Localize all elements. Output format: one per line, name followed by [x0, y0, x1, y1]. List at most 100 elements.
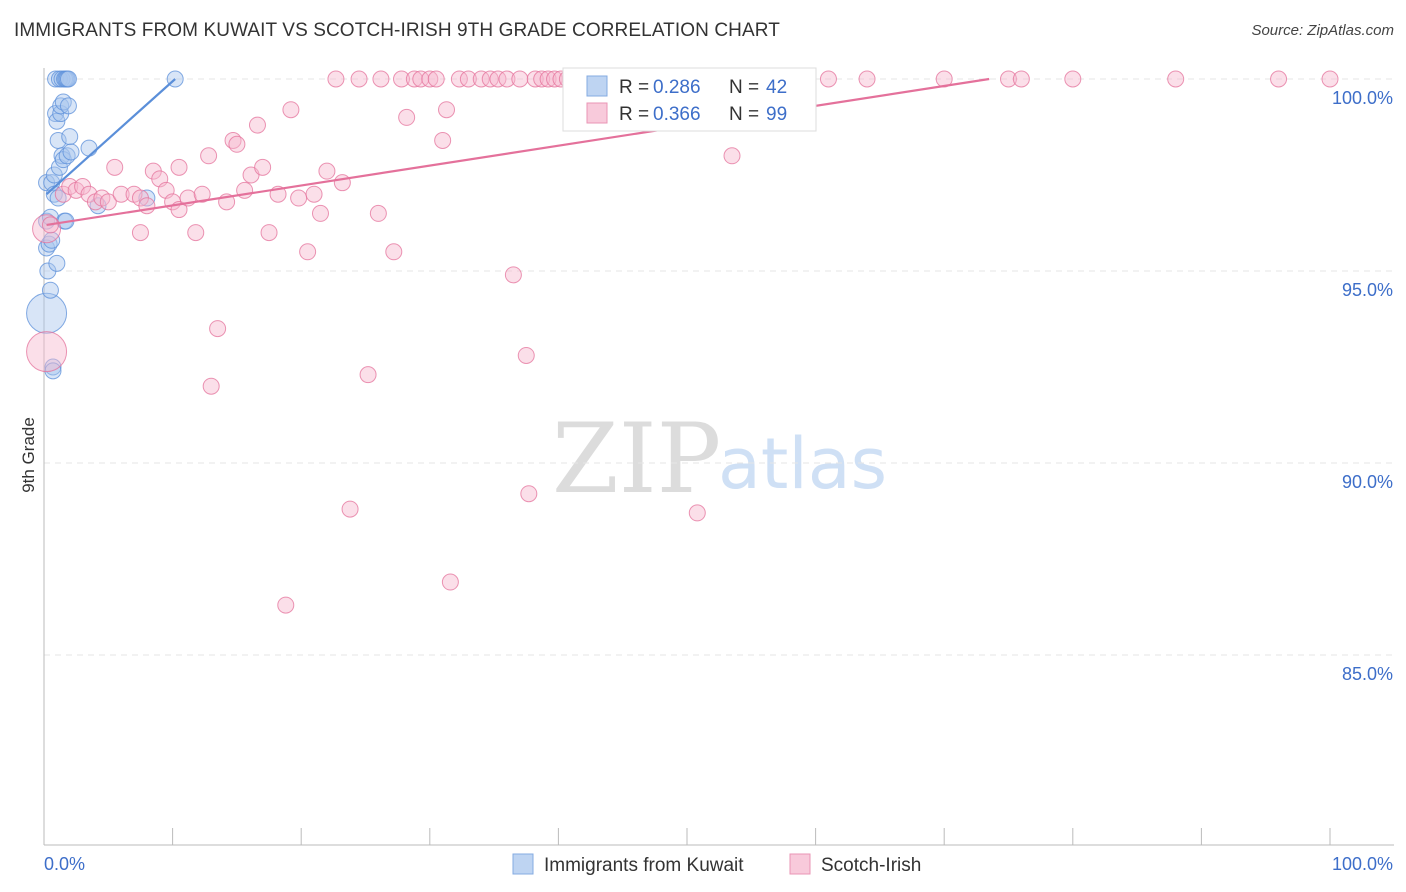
- series-1-point-85: [688, 504, 706, 522]
- legend-r-value-scotch-irish: 0.366: [653, 104, 701, 125]
- series-1-point-93: [1012, 70, 1030, 88]
- series-legend-swatch-scotch-irish: [789, 853, 811, 875]
- y-tick-labels: 100.0% 95.0% 90.0% 85.0%: [1332, 88, 1393, 684]
- legend-n-value-kuwait: 42: [766, 77, 787, 98]
- series-1-point-51: [369, 204, 387, 222]
- series-0-trend-line: [45, 78, 176, 196]
- series-1-point-57: [421, 70, 439, 88]
- series-1-point-66: [489, 70, 507, 88]
- data-points: [26, 70, 1339, 614]
- legend-r-label-kuwait: R =: [619, 77, 654, 98]
- series-1-point-64: [472, 70, 490, 88]
- series-0-point-0: [26, 292, 68, 334]
- series-1-point-34: [248, 116, 266, 134]
- series-0-point-9: [43, 231, 61, 249]
- legend-n-label-scotch-irish: N =: [729, 104, 764, 125]
- y-tick-label-2: 90.0%: [1342, 472, 1393, 492]
- series-1-point-26: [200, 147, 218, 165]
- watermark-zip: ZIP: [552, 403, 721, 515]
- series-1-point-48: [350, 70, 368, 88]
- series-1-point-72: [526, 70, 544, 88]
- series-1-point-60: [438, 101, 456, 119]
- series-legend-swatch-kuwait: [512, 853, 534, 875]
- series-legend-label-kuwait: Immigrants from Kuwait: [544, 855, 744, 876]
- series-1-point-95: [1167, 70, 1185, 88]
- series-1-point-40: [290, 189, 308, 207]
- series-1-point-58: [427, 70, 445, 88]
- series-1-point-68: [504, 266, 522, 284]
- series-0-point-10: [44, 358, 62, 376]
- series-1-point-59: [434, 131, 452, 149]
- watermark-atlas: atlas: [718, 423, 887, 505]
- series-1-points: [26, 70, 1339, 614]
- y-axis-label: 9th Grade: [19, 417, 38, 493]
- series-1-point-71: [520, 485, 538, 503]
- series-1-point-41: [299, 243, 317, 261]
- series-1-point-25: [193, 185, 211, 203]
- series-1-point-47: [341, 500, 359, 518]
- series-1-point-56: [412, 70, 430, 88]
- series-1-point-38: [277, 596, 295, 614]
- x-tick-label-0: 0.0%: [44, 854, 85, 874]
- series-1-point-96: [1270, 70, 1288, 88]
- trend-lines: [45, 77, 990, 227]
- series-1-point-92: [1000, 70, 1017, 88]
- series-1-point-1: [32, 214, 62, 244]
- series-1-trend-line: [46, 77, 990, 227]
- series-0-point-34: [59, 70, 77, 88]
- series-1-point-10: [99, 193, 117, 211]
- y-tick-label-1: 95.0%: [1342, 280, 1393, 300]
- legend-r-label-scotch-irish: R =: [619, 104, 654, 125]
- series-1-point-61: [441, 573, 459, 591]
- series-1-point-67: [498, 70, 516, 88]
- legend-n-value-scotch-irish: 99: [766, 104, 787, 125]
- series-0-point-37: [62, 143, 80, 161]
- series-1-point-49: [359, 366, 377, 384]
- series-1-point-53: [393, 70, 411, 88]
- series-1-point-45: [327, 70, 345, 88]
- series-0-point-35: [59, 97, 77, 115]
- series-0-point-6: [41, 281, 59, 299]
- series-1-point-90: [858, 70, 876, 88]
- x-tick-label-1: 100.0%: [1332, 854, 1393, 874]
- series-legend-label-scotch-irish: Scotch-Irish: [821, 855, 921, 876]
- series-1-point-44: [318, 162, 336, 180]
- series-1-point-15: [131, 224, 149, 242]
- series-1-point-43: [311, 204, 329, 222]
- series-1-point-73: [533, 70, 551, 88]
- x-tick-labels: 0.0% 100.0%: [44, 854, 1393, 874]
- series-1-point-12: [112, 185, 130, 203]
- legend-n-label-kuwait: N =: [729, 77, 764, 98]
- series-1-point-0: [26, 331, 68, 373]
- gridlines: [44, 78, 1394, 656]
- series-1-point-54: [398, 108, 416, 126]
- series-1-point-36: [260, 224, 278, 242]
- series-1-point-24: [187, 224, 205, 242]
- series-1-point-62: [450, 70, 468, 88]
- series-1-point-97: [1321, 70, 1339, 88]
- series-1-point-28: [209, 320, 227, 338]
- legend-swatch-scotch-irish: [586, 102, 608, 124]
- series-0-point-17: [48, 254, 66, 272]
- stats-legend: R = 0.286 N = 42 R = 0.366 N = 99: [562, 67, 817, 132]
- series-0-point-15: [47, 70, 65, 88]
- series-1-point-42: [305, 185, 323, 203]
- series-1-point-35: [254, 158, 272, 176]
- series-1-point-27: [202, 377, 220, 395]
- series-1-point-94: [1064, 70, 1082, 88]
- chart-title: IMMIGRANTS FROM KUWAIT VS SCOTCH-IRISH 9…: [14, 20, 780, 41]
- series-1-point-52: [385, 243, 403, 261]
- series-1-point-55: [405, 70, 423, 88]
- series-1-point-74: [539, 70, 557, 88]
- source-label: Source: ZipAtlas.com: [1251, 22, 1394, 39]
- series-1-point-86: [723, 147, 741, 165]
- series-1-point-46: [333, 174, 351, 192]
- series-1-point-31: [228, 135, 246, 153]
- series-1-point-50: [372, 70, 390, 88]
- y-tick-label-3: 85.0%: [1342, 664, 1393, 684]
- series-0-point-36: [61, 128, 79, 146]
- series-0-point-38: [80, 139, 98, 157]
- series-1-point-22: [170, 158, 188, 176]
- legend-r-value-kuwait: 0.286: [653, 77, 701, 98]
